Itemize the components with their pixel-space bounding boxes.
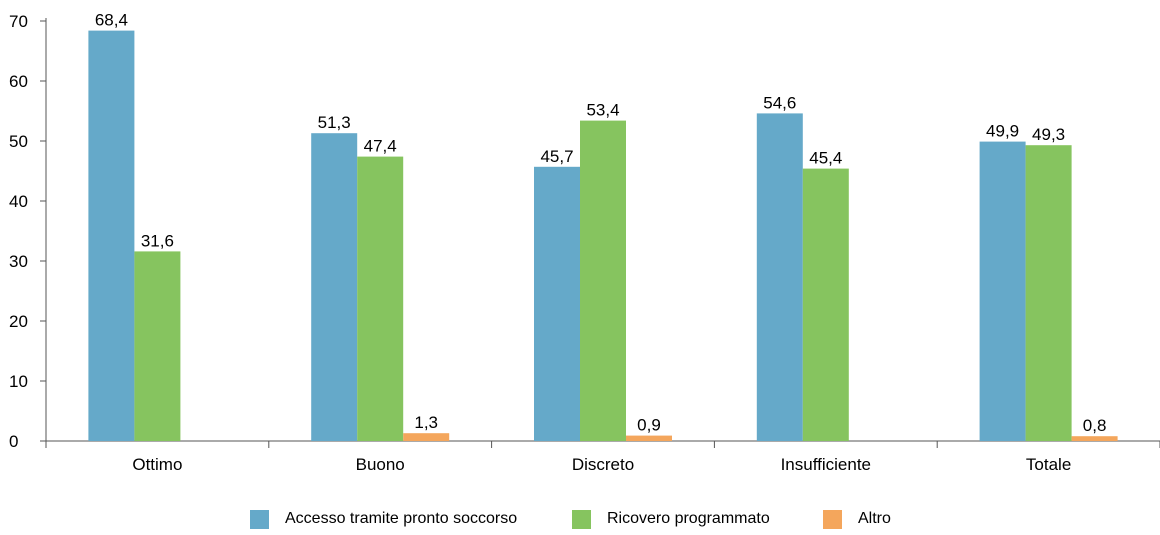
bar (1071, 436, 1118, 441)
category-label: Insufficiente (781, 455, 871, 474)
bar (534, 166, 580, 442)
data-label: 54,6 (763, 93, 796, 112)
bar-chart: 0 10 20 30 40 50 60 70 Ottimo Buono Discreto Insuff… (9, 11, 1160, 474)
legend-label: Altro (858, 510, 891, 527)
data-label: 1,3 (414, 413, 438, 432)
category-label: Ottimo (132, 455, 182, 474)
data-label: 0,9 (637, 416, 661, 435)
y-tick-label: 10 (9, 372, 28, 391)
y-tick-label: 40 (9, 192, 28, 211)
legend-item: Altro (823, 505, 891, 533)
y-tick-label: 0 (9, 432, 18, 451)
bar (357, 156, 404, 441)
data-label: 0,8 (1083, 416, 1107, 435)
data-labels: 68,4 31,6 51,3 47,4 1,3 45,7 53,4 0,9 54,6 45,4 49… (95, 11, 1107, 436)
legend: Accesso tramite pronto soccorso Ricovero … (0, 505, 1160, 535)
data-label: 51,3 (318, 113, 351, 132)
bar (979, 141, 1026, 441)
data-label: 45,4 (809, 149, 842, 168)
y-tick-label: 30 (9, 252, 28, 271)
bar (626, 435, 672, 441)
bar (802, 168, 849, 441)
axes: 0 10 20 30 40 50 60 70 Ottimo Buono Discreto Insuff… (9, 12, 1160, 474)
bar (311, 133, 358, 441)
legend-swatch (572, 509, 591, 529)
y-tick-label: 70 (9, 12, 28, 31)
bar (88, 30, 135, 441)
data-label: 31,6 (141, 231, 174, 250)
y-tick-label: 50 (9, 132, 28, 151)
data-label: 49,3 (1032, 125, 1065, 144)
data-label: 49,9 (986, 122, 1019, 141)
y-tick-label: 20 (9, 312, 28, 331)
category-label: Totale (1026, 455, 1071, 474)
data-label: 45,7 (540, 147, 573, 166)
bar (1025, 145, 1072, 441)
bars (88, 30, 1118, 442)
bar (134, 251, 181, 441)
bar (756, 113, 803, 442)
category-label: Buono (356, 455, 405, 474)
category-label: Discreto (572, 455, 634, 474)
legend-item: Ricovero programmato (572, 505, 770, 533)
bar (580, 120, 626, 441)
bar (403, 433, 450, 441)
legend-label: Accesso tramite pronto soccorso (285, 510, 518, 527)
data-label: 47,4 (364, 137, 397, 156)
legend-swatch (823, 509, 842, 529)
legend-label: Ricovero programmato (607, 510, 770, 527)
data-label: 68,4 (95, 11, 128, 30)
y-tick-label: 60 (9, 72, 28, 91)
data-label: 53,4 (586, 101, 619, 120)
legend-item: Accesso tramite pronto soccorso (250, 505, 517, 533)
legend-swatch (250, 509, 269, 529)
